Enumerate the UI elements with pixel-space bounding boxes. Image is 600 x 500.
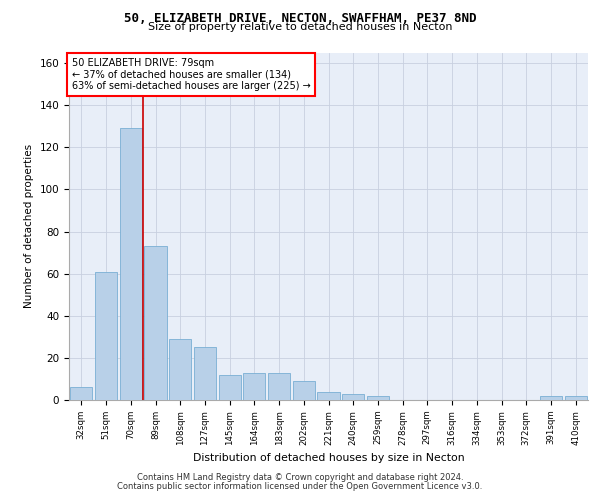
Bar (342, 394, 364, 400)
Bar (70, 388, 92, 400)
Bar (119, 128, 142, 400)
Text: 50 ELIZABETH DRIVE: 79sqm
← 37% of detached houses are smaller (134)
63% of semi: 50 ELIZABETH DRIVE: 79sqm ← 37% of detac… (71, 58, 310, 91)
Text: Size of property relative to detached houses in Necton: Size of property relative to detached ho… (148, 22, 452, 32)
Bar (243, 372, 265, 400)
Bar (145, 246, 167, 400)
Text: 50, ELIZABETH DRIVE, NECTON, SWAFFHAM, PE37 8ND: 50, ELIZABETH DRIVE, NECTON, SWAFFHAM, P… (124, 12, 476, 26)
Bar (540, 396, 562, 400)
Bar (367, 396, 389, 400)
Bar (194, 348, 216, 400)
Bar (317, 392, 340, 400)
Bar (293, 381, 315, 400)
Bar (565, 396, 587, 400)
Text: Contains public sector information licensed under the Open Government Licence v3: Contains public sector information licen… (118, 482, 482, 491)
Text: Contains HM Land Registry data © Crown copyright and database right 2024.: Contains HM Land Registry data © Crown c… (137, 474, 463, 482)
Bar (268, 372, 290, 400)
Bar (218, 374, 241, 400)
Bar (95, 272, 117, 400)
Y-axis label: Number of detached properties: Number of detached properties (24, 144, 34, 308)
Bar (169, 339, 191, 400)
X-axis label: Distribution of detached houses by size in Necton: Distribution of detached houses by size … (193, 453, 464, 463)
